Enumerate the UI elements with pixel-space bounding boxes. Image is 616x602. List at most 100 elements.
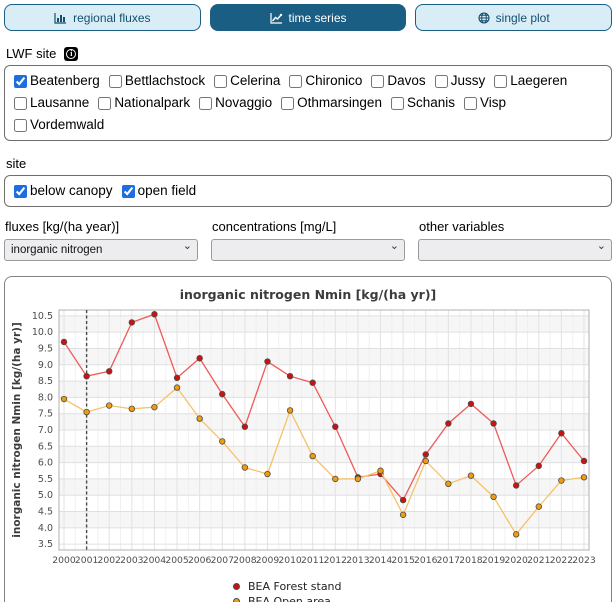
lwf-site-label: Schanis	[406, 95, 455, 110]
chart-title: inorganic nitrogen Nmin [kg/(ha yr)]	[179, 287, 437, 302]
lwf-site-label: Chironico	[305, 73, 363, 88]
svg-text:9.5: 9.5	[38, 343, 53, 354]
concentrations-select-label: concentrations [mg/L]	[212, 219, 337, 234]
svg-text:2011: 2011	[301, 555, 324, 566]
svg-text:2001: 2001	[75, 555, 98, 566]
lwf-site-label: LWF site	[6, 46, 57, 61]
lwf-site-label: Beatenberg	[30, 73, 100, 88]
lwf-site-davos[interactable]: Davos	[371, 71, 426, 91]
svg-text:2017: 2017	[437, 555, 461, 566]
variable-selector-row: fluxes [kg/(ha year)] inorganic nitrogen…	[4, 219, 612, 261]
svg-text:2016: 2016	[414, 555, 438, 566]
lwf-site-section-label: LWF site i	[6, 46, 610, 61]
fluxes-select[interactable]: inorganic nitrogen	[4, 239, 198, 261]
lwf-site-nationalpark[interactable]: Nationalpark	[98, 93, 190, 113]
lwf-site-novaggio[interactable]: Novaggio	[199, 93, 272, 113]
site-option-open-field[interactable]: open field	[121, 181, 196, 201]
lwf-site-label: Vordemwald	[30, 117, 105, 132]
svg-text:7.5: 7.5	[38, 409, 53, 420]
lwf-site-checkbox[interactable]	[463, 96, 477, 110]
lwf-site-checkbox[interactable]	[390, 96, 404, 110]
lwf-site-checkbox[interactable]	[14, 74, 27, 88]
tab-label: single plot	[495, 10, 550, 25]
svg-text:2004: 2004	[143, 555, 167, 566]
legend-item-open-area: BEA Open area	[233, 595, 383, 602]
svg-text:2007: 2007	[211, 555, 235, 566]
lwf-site-checkbox[interactable]	[371, 74, 385, 88]
lwf-site-label: Lausanne	[30, 95, 90, 110]
lwf-site-jussy[interactable]: Jussy	[434, 71, 486, 91]
site-option-checkbox[interactable]	[121, 184, 135, 198]
svg-text:2013: 2013	[346, 555, 370, 566]
lwf-site-laegeren[interactable]: Laegeren	[494, 71, 567, 91]
other-variables-select-wrap	[418, 239, 612, 261]
lwf-site-checkbox[interactable]	[434, 74, 448, 88]
tab-regional-fluxes[interactable]: regional fluxes	[4, 4, 201, 31]
svg-text:2000: 2000	[52, 555, 76, 566]
open-area-marker-icon	[233, 598, 240, 602]
fluxes-selector-column: fluxes [kg/(ha year)] inorganic nitrogen	[4, 219, 198, 261]
svg-text:10.0: 10.0	[32, 327, 53, 338]
lwf-site-bettlachstock[interactable]: Bettlachstock	[108, 71, 205, 91]
lwf-site-checkbox[interactable]	[281, 96, 295, 110]
legend-label-open-area: BEA Open area	[248, 595, 331, 602]
concentrations-select[interactable]	[211, 239, 405, 261]
svg-text:10.5: 10.5	[32, 311, 53, 322]
lwf-site-label: Visp	[479, 95, 507, 110]
svg-text:5.0: 5.0	[38, 490, 53, 501]
tab-time-series[interactable]: time series	[209, 4, 407, 31]
lwf-site-label: Novaggio	[215, 95, 273, 110]
lwf-site-schanis[interactable]: Schanis	[390, 93, 455, 113]
lwf-site-label: Othmarsingen	[297, 95, 382, 110]
lwf-site-checkbox[interactable]	[98, 96, 112, 110]
forest-stand-marker-icon	[233, 583, 240, 590]
site-option-below-canopy[interactable]: below canopy	[14, 181, 113, 201]
lwf-site-visp[interactable]: Visp	[463, 93, 507, 113]
tab-single-plot[interactable]: single plot	[415, 4, 613, 31]
legend-label-forest-stand: BEA Forest stand	[248, 580, 342, 593]
svg-text:2005: 2005	[165, 555, 189, 566]
svg-text:2018: 2018	[459, 555, 483, 566]
site-checkbox-group: below canopy open field	[4, 175, 612, 207]
svg-text:2023: 2023	[572, 555, 596, 566]
tab-label: time series	[288, 10, 347, 25]
fluxes-select-label: fluxes [kg/(ha year)]	[5, 219, 120, 234]
lwf-site-othmarsingen[interactable]: Othmarsingen	[281, 93, 382, 113]
svg-text:8.5: 8.5	[38, 376, 53, 387]
site-option-checkbox[interactable]	[14, 184, 27, 198]
svg-text:2012: 2012	[324, 555, 347, 566]
lwf-site-checkbox[interactable]	[494, 74, 508, 88]
lwf-site-checkbox[interactable]	[214, 74, 228, 88]
svg-text:2002: 2002	[98, 555, 121, 566]
concentrations-selector-column: concentrations [mg/L]	[211, 219, 405, 261]
svg-text:2008: 2008	[233, 555, 257, 566]
line-chart-icon	[269, 12, 283, 24]
info-icon[interactable]: i	[64, 46, 79, 61]
lwf-site-label: Jussy	[450, 73, 486, 88]
lwf-site-beatenberg[interactable]: Beatenberg	[14, 71, 100, 91]
svg-text:2015: 2015	[391, 555, 415, 566]
svg-text:3.5: 3.5	[38, 539, 53, 550]
lwf-site-checkbox[interactable]	[289, 74, 303, 88]
lwf-site-checkbox[interactable]	[14, 96, 27, 110]
svg-text:2003: 2003	[120, 555, 144, 566]
lwf-site-chironico[interactable]: Chironico	[289, 71, 362, 91]
svg-text:2022: 2022	[550, 555, 573, 566]
lwf-site-lausanne[interactable]: Lausanne	[14, 93, 89, 113]
lwf-site-label: Nationalpark	[114, 95, 191, 110]
lwf-site-vordemwald[interactable]: Vordemwald	[14, 115, 104, 135]
svg-text:9.0: 9.0	[38, 360, 53, 371]
legend-item-forest-stand: BEA Forest stand	[233, 580, 383, 593]
time-series-plot: 3.5 4.0 4.5 5.0 5.5 6.0 6.5 7.0 7.5 8.0 8.5 9.0 9.5 1…	[11, 309, 596, 566]
svg-text:2014: 2014	[369, 555, 393, 566]
lwf-site-checkbox[interactable]	[108, 74, 122, 88]
other-variables-select[interactable]	[418, 239, 612, 261]
other-variables-select-label: other variables	[419, 219, 505, 234]
lwf-site-checkbox[interactable]	[199, 96, 213, 110]
lwf-site-celerina[interactable]: Celerina	[214, 71, 280, 91]
lwf-site-checkbox[interactable]	[14, 118, 27, 132]
svg-text:inorganic nitrogen Nmin [kg/(h: inorganic nitrogen Nmin [kg/(ha yr)]	[11, 322, 23, 538]
tab-label: regional fluxes	[73, 10, 151, 25]
tab-bar: regional fluxes time series single plot	[4, 4, 613, 31]
svg-text:2021: 2021	[527, 555, 550, 566]
